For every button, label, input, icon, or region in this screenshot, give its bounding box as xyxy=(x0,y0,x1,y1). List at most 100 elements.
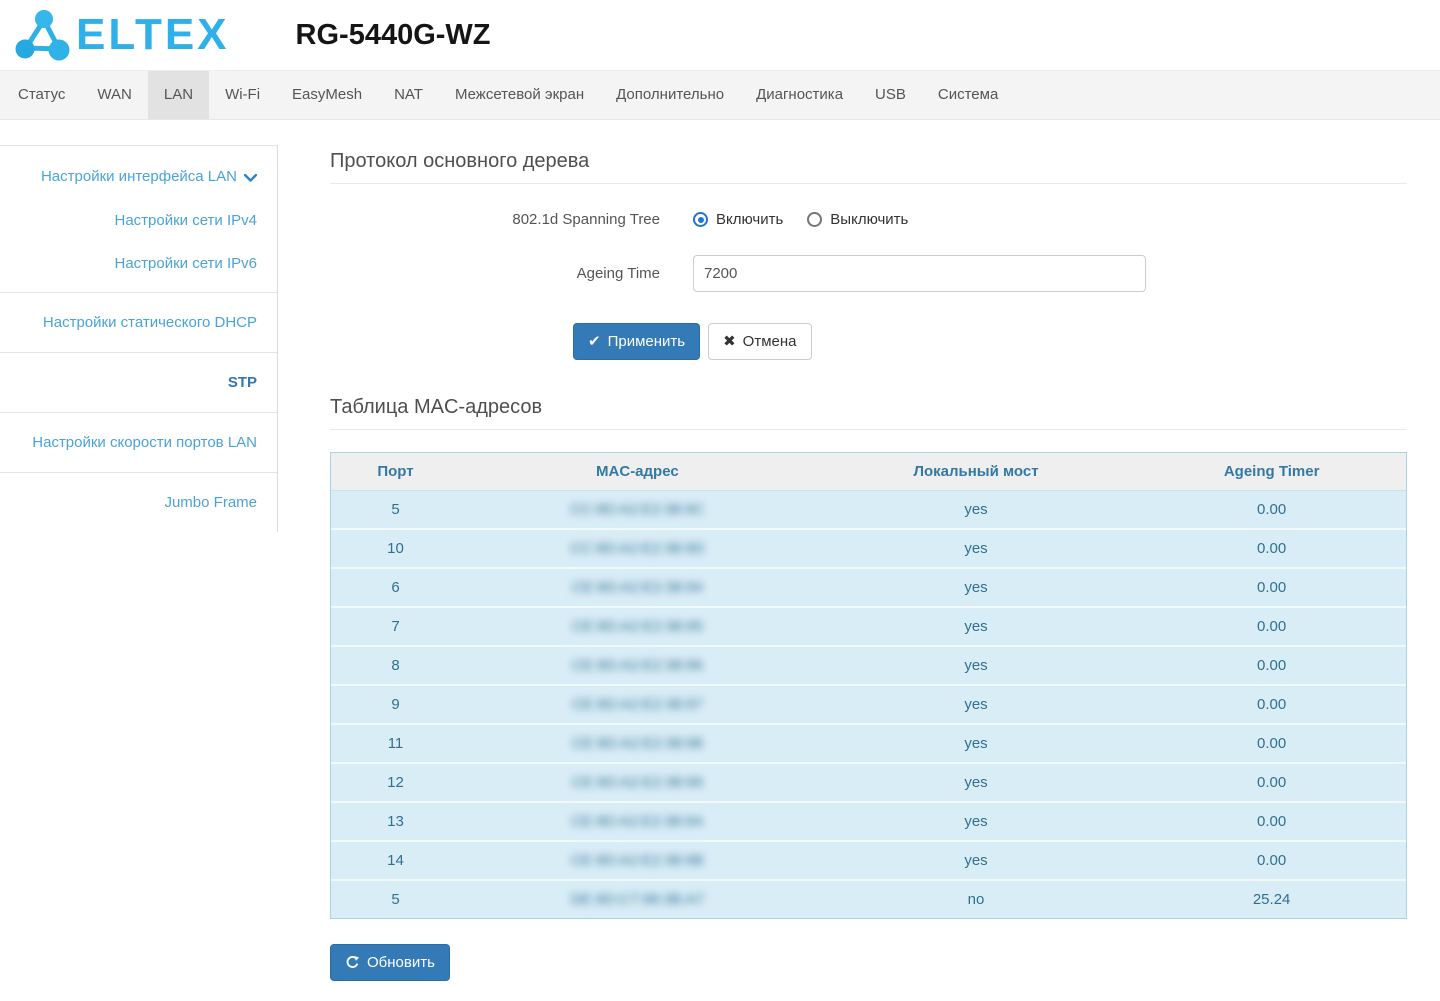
sidebar: Настройки интерфейса LAN Настройки сети I… xyxy=(0,120,278,532)
port-cell: 5 xyxy=(331,491,460,528)
tab-wifi[interactable]: Wi-Fi xyxy=(225,86,261,103)
spanning-tree-row: 802.1d Spanning Tree Включить Выключить xyxy=(330,211,1407,228)
sidebar-item-lan-interface[interactable]: Настройки интерфейса LAN xyxy=(0,146,277,199)
port-cell: 5 xyxy=(331,879,460,918)
tab-status[interactable]: Статус xyxy=(18,86,66,103)
ageing-cell: 0.00 xyxy=(1137,606,1406,645)
apply-button-label: Применить xyxy=(607,333,686,350)
logo-wordmark: ELTEX xyxy=(76,10,230,59)
check-icon: ✔ xyxy=(588,333,601,350)
table-row: 8 CE:9D:A2:E2:38:96 yes 0.00 xyxy=(331,645,1406,684)
sidebar-item-stp[interactable]: STP xyxy=(0,353,277,413)
port-cell: 14 xyxy=(331,840,460,879)
bridge-cell: yes xyxy=(814,567,1138,606)
mac-cell: CC:9D:A2:E2:38:9C xyxy=(460,491,815,528)
bridge-cell: yes xyxy=(814,684,1138,723)
ageing-cell: 25.24 xyxy=(1137,879,1406,918)
tab-usb[interactable]: USB xyxy=(875,86,906,103)
sidebar-item-label: Настройки статического DHCP xyxy=(42,314,257,331)
port-cell: 11 xyxy=(331,723,460,762)
stp-section-title: Протокол основного дерева xyxy=(330,150,1407,184)
mac-cell: CE:9D:A2:E2:38:9B xyxy=(460,840,815,879)
tab-wan[interactable]: WAN xyxy=(97,86,132,103)
bridge-cell: yes xyxy=(814,801,1138,840)
mac-table-body: 5 CC:9D:A2:E2:38:9C yes 0.00 10 CC:9D:A2:E2:3… xyxy=(331,491,1406,918)
stp-actions: ✔ Применить ✖ Отмена xyxy=(573,323,1407,360)
sidebar-item-ipv6[interactable]: Настройки сети IPv6 xyxy=(0,242,277,293)
col-header-mac: MAC-адрес xyxy=(460,453,815,491)
table-row: 10 CC:9D:A2:E2:38:9D yes 0.00 xyxy=(331,528,1406,567)
port-cell: 9 xyxy=(331,684,460,723)
port-cell: 10 xyxy=(331,528,460,567)
bridge-cell: yes xyxy=(814,606,1138,645)
sidebar-item-label: Настройки сети IPv6 xyxy=(114,255,258,272)
table-row: 6 CE:9D:A2:E2:38:94 yes 0.00 xyxy=(331,567,1406,606)
ageing-cell: 0.00 xyxy=(1137,528,1406,567)
sidebar-item-jumbo-frame[interactable]: Jumbo Frame xyxy=(0,473,277,532)
radio-disable-label: Выключить xyxy=(830,211,909,228)
cancel-button-label: Отмена xyxy=(742,333,797,350)
tab-easymesh[interactable]: EasyMesh xyxy=(292,86,363,103)
sidebar-item-ipv4[interactable]: Настройки сети IPv4 xyxy=(0,199,277,242)
main-content: Протокол основного дерева 802.1d Spannin… xyxy=(278,120,1440,1001)
table-row: 9 CE:9D:A2:E2:38:97 yes 0.00 xyxy=(331,684,1406,723)
eltex-logo-icon xyxy=(14,8,70,62)
apply-button[interactable]: ✔ Применить xyxy=(573,323,701,360)
port-cell: 12 xyxy=(331,762,460,801)
bridge-cell: yes xyxy=(814,840,1138,879)
port-cell: 8 xyxy=(331,645,460,684)
radio-enable[interactable]: Включить xyxy=(693,211,783,228)
radio-on-icon[interactable] xyxy=(693,212,708,227)
refresh-icon xyxy=(345,955,360,970)
ageing-cell: 0.00 xyxy=(1137,684,1406,723)
ageing-cell: 0.00 xyxy=(1137,762,1406,801)
ageing-time-label: Ageing Time xyxy=(576,265,660,282)
sidebar-item-label: STP xyxy=(227,374,257,391)
header: ELTEX RG-5440G-WZ xyxy=(0,0,1440,70)
mac-table-header-row: Порт MAC-адрес Локальный мост Ageing Tim… xyxy=(331,453,1406,491)
mac-cell: CE:9D:A2:E2:38:96 xyxy=(460,645,815,684)
table-row: 14 CE:9D:A2:E2:38:9B yes 0.00 xyxy=(331,840,1406,879)
sidebar-item-static-dhcp[interactable]: Настройки статического DHCP xyxy=(0,293,277,353)
ageing-cell: 0.00 xyxy=(1137,723,1406,762)
col-header-bridge: Локальный мост xyxy=(814,453,1138,491)
port-cell: 13 xyxy=(331,801,460,840)
tab-lan[interactable]: LAN xyxy=(147,71,210,119)
mac-cell: CE:9D:A2:E2:38:97 xyxy=(460,684,815,723)
bridge-cell: no xyxy=(814,879,1138,918)
tab-advanced[interactable]: Дополнительно xyxy=(616,86,725,103)
sidebar-menu: Настройки интерфейса LAN Настройки сети I… xyxy=(0,145,278,532)
tab-nat[interactable]: NAT xyxy=(394,86,423,103)
mac-table: Порт MAC-адрес Локальный мост Ageing Tim… xyxy=(330,452,1407,919)
refresh-button-label: Обновить xyxy=(367,954,435,971)
mac-cell: CE:9D:A2:E2:38:94 xyxy=(460,567,815,606)
bridge-cell: yes xyxy=(814,762,1138,801)
sidebar-item-port-speed[interactable]: Настройки скорости портов LAN xyxy=(0,413,277,473)
ageing-cell: 0.00 xyxy=(1137,645,1406,684)
bridge-cell: yes xyxy=(814,528,1138,567)
tab-firewall[interactable]: Межсетевой экран xyxy=(454,86,585,103)
table-row: 12 CE:9D:A2:E2:38:99 yes 0.00 xyxy=(331,762,1406,801)
close-icon: ✖ xyxy=(723,333,736,350)
refresh-button[interactable]: Обновить xyxy=(330,944,450,981)
mac-cell: CE:9D:A2:E2:38:95 xyxy=(460,606,815,645)
page-title: RG-5440G-WZ xyxy=(295,18,491,51)
radio-disable[interactable]: Выключить xyxy=(807,211,908,228)
ageing-time-input[interactable] xyxy=(693,255,1146,292)
cancel-button[interactable]: ✖ Отмена xyxy=(708,323,812,360)
ageing-cell: 0.00 xyxy=(1137,840,1406,879)
mac-cell: CE:9D:A2:E2:38:99 xyxy=(460,762,815,801)
mac-cell: DE:9D:C7:98:3B:A7 xyxy=(460,879,815,918)
tab-diagnostics[interactable]: Диагностика xyxy=(756,86,844,103)
table-row: 5 DE:9D:C7:98:3B:A7 no 25.24 xyxy=(331,879,1406,918)
radio-off-icon[interactable] xyxy=(807,212,823,227)
bridge-cell: yes xyxy=(814,491,1138,528)
mac-cell: CC:9D:A2:E2:38:9D xyxy=(460,528,815,567)
tab-system[interactable]: Система xyxy=(937,86,999,103)
col-header-port: Порт xyxy=(331,453,460,491)
ageing-cell: 0.00 xyxy=(1137,801,1406,840)
ageing-cell: 0.00 xyxy=(1137,567,1406,606)
spanning-tree-label: 802.1d Spanning Tree xyxy=(512,211,660,228)
port-cell: 6 xyxy=(331,567,460,606)
table-row: 11 CE:9D:A2:E2:38:98 yes 0.00 xyxy=(331,723,1406,762)
